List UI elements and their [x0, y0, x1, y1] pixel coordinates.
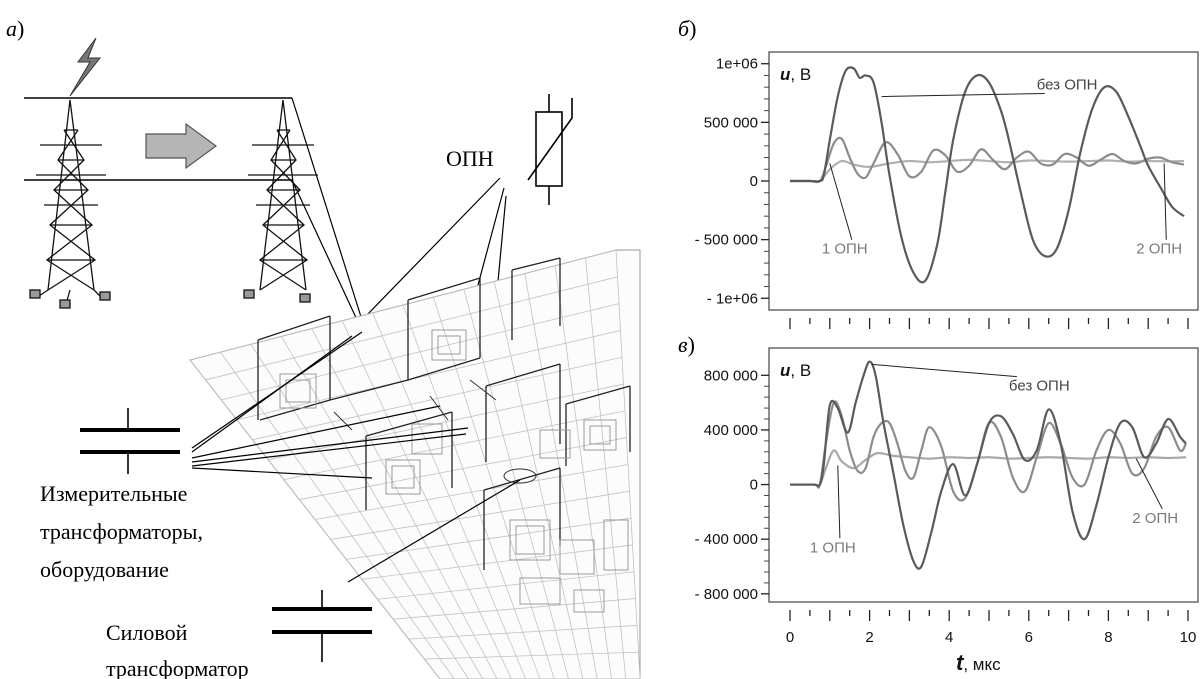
x-tick-label: 8 — [1104, 629, 1112, 646]
y-tick-label: 400 000 — [704, 422, 758, 439]
chart-c-ylabel: u, В — [780, 361, 811, 380]
series-label: без ОПН — [1037, 77, 1098, 94]
power-label-line2: трансформатор — [106, 656, 249, 679]
panel-c-letter: в) — [678, 332, 695, 357]
y-tick-label: - 1e+06 — [707, 290, 758, 307]
y-tick-label: - 500 000 — [695, 232, 758, 249]
series-label: 1 ОПН — [810, 539, 856, 556]
surge-arrester-icon — [528, 94, 572, 205]
x-tick-label: 2 — [865, 629, 873, 646]
lightning-icon — [70, 38, 100, 96]
series-line-без-ОПН — [790, 362, 1186, 569]
chart-c-x-ticks: 0 2 4 6 8 10 — [786, 610, 1197, 646]
chart-b-frame — [769, 52, 1198, 310]
panel-a: а) — [6, 16, 640, 679]
power-transformer-icon — [272, 590, 372, 662]
chart-c: 800 000 400 000 0 - 400 000 - 800 000 без ОПН… — [695, 362, 1186, 603]
chart-b: 1e+06 500 000 0 - 500 000 - 1e+06 без ОПН 1 ОП… — [695, 56, 1184, 308]
chart-b-x-ticks — [790, 318, 1188, 329]
x-axis-title: t, мкс — [956, 650, 1001, 675]
series-line-1-ОПН — [790, 402, 1186, 501]
transmission-tower-icon — [244, 100, 318, 302]
series-leader-line — [830, 163, 852, 239]
series-leader-line — [1136, 459, 1162, 509]
series-label: 1 ОПН — [822, 241, 868, 258]
series-label: 2 ОПН — [1136, 241, 1182, 258]
series-line-2-ОПН — [790, 160, 1184, 182]
y-tick-label: - 800 000 — [695, 586, 758, 603]
series-leader-line — [872, 364, 1017, 376]
y-tick-label: 800 000 — [704, 367, 758, 384]
power-label-line1: Силовой — [106, 620, 188, 645]
y-tick-label: - 400 000 — [695, 531, 758, 548]
measuring-label-line3: оборудование — [40, 557, 169, 582]
x-tick-label: 0 — [786, 629, 794, 646]
series-label: без ОПН — [1009, 378, 1070, 395]
measuring-label-line2: трансформаторы, — [40, 519, 203, 544]
transmission-tower-icon — [30, 100, 110, 308]
y-tick-label: 1e+06 — [716, 56, 758, 73]
conductor-to-substation-1 — [292, 98, 362, 320]
wave-direction-arrow-icon — [146, 124, 216, 168]
series-line-2-ОПН — [790, 450, 1186, 485]
x-tick-label: 4 — [945, 629, 953, 646]
y-tick-label: 500 000 — [704, 114, 758, 131]
y-tick-label: 0 — [750, 173, 758, 190]
arrester-label: ОПН — [446, 146, 494, 171]
series-leader-line — [1164, 163, 1166, 239]
y-tick-label: 0 — [750, 477, 758, 494]
measuring-label-line1: Измерительные — [40, 481, 187, 506]
panel-a-letter: а) — [6, 16, 24, 41]
substation-model — [190, 250, 640, 679]
chart-b-ylabel: u, В — [780, 65, 811, 84]
x-tick-label: 6 — [1025, 629, 1033, 646]
measuring-transformer-icon — [80, 408, 180, 474]
series-label: 2 ОПН — [1132, 510, 1178, 527]
panel-c: в) 800 000 400 000 0 - 400 000 - 800 000 без … — [678, 332, 1198, 675]
x-tick-label: 10 — [1180, 629, 1197, 646]
panel-b-letter: б) — [678, 16, 696, 41]
series-leader-line — [838, 465, 840, 538]
